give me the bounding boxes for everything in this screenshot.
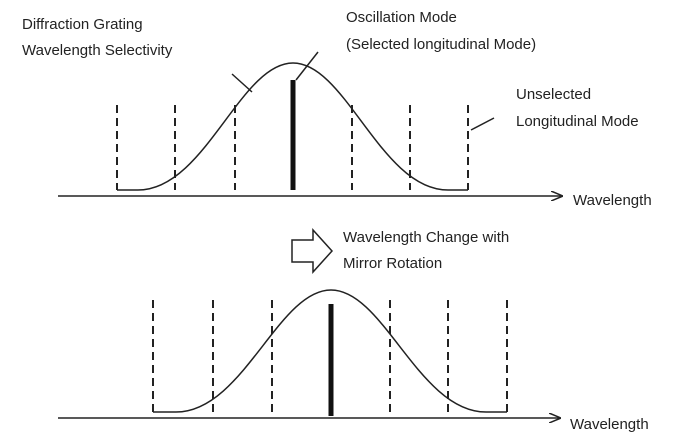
label: Longitudinal Mode — [516, 113, 639, 130]
label: Wavelength Change with — [343, 229, 509, 246]
bottom-panel: Wavelength — [58, 289, 649, 433]
leader — [231, 73, 253, 93]
axis-label: Wavelength — [570, 416, 649, 433]
transition-arrow — [291, 228, 334, 274]
selectivity-curve — [153, 289, 507, 413]
leader — [295, 51, 319, 81]
label: Oscillation Mode — [346, 9, 457, 26]
leader — [470, 117, 495, 131]
label: Mirror Rotation — [343, 255, 442, 272]
mode-lines — [152, 300, 508, 412]
label: Diffraction Grating — [22, 16, 143, 33]
label: Wavelength Selectivity — [22, 42, 173, 59]
label: Unselected — [516, 86, 591, 103]
top-panel: Diffraction Grating Wavelength Selectivi… — [22, 9, 652, 209]
mode-lines — [116, 105, 469, 190]
label: (Selected longitudinal Mode) — [346, 36, 536, 53]
axis-label: Wavelength — [573, 192, 652, 209]
selectivity-curve — [117, 62, 468, 191]
